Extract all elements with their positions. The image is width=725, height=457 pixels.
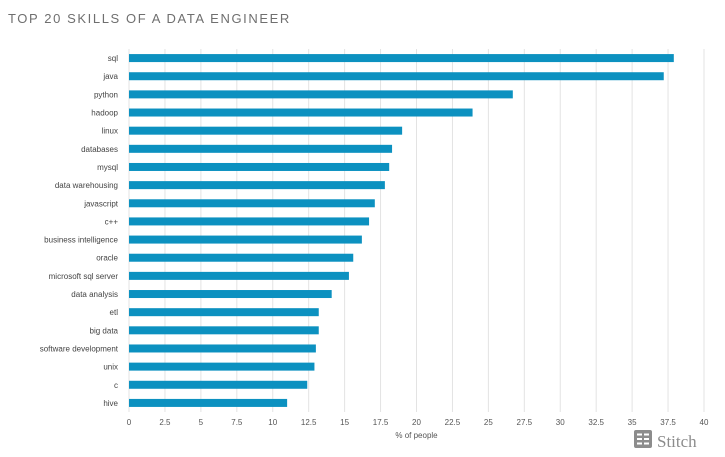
category-label: c++ [105,217,119,226]
x-tick-label: 12.5 [301,418,317,427]
category-label: javascript [83,199,119,208]
x-tick-label: 35 [628,418,637,427]
category-label: software development [40,344,119,353]
x-tick-label: 22.5 [445,418,461,427]
x-tick-label: 37.5 [660,418,676,427]
category-label: databases [81,145,118,154]
bar [129,235,362,244]
bar [129,144,393,153]
category-label: oracle [96,254,118,263]
x-tick-label: 27.5 [517,418,533,427]
category-label: data warehousing [55,181,118,190]
category-label: hadoop [91,109,118,118]
chart-title: TOP 20 SKILLS OF A DATA ENGINEER [8,11,291,26]
category-label: linux [102,127,118,136]
x-axis-label: % of people [395,431,438,440]
bar [129,290,332,299]
bar [129,271,349,280]
bar [129,90,513,99]
category-label: java [102,72,118,81]
bar [129,308,319,317]
stitch-logo-text: Stitch [657,431,697,451]
x-tick-label: 32.5 [588,418,604,427]
category-label: business intelligence [44,236,118,245]
category-label: data analysis [71,290,118,299]
category-label: etl [110,308,119,317]
bar [129,253,354,262]
x-tick-label: 10 [268,418,277,427]
category-label: mysql [97,163,118,172]
x-tick-label: 15 [340,418,349,427]
category-label: sql [108,54,118,63]
bar [129,398,288,407]
category-label: microsoft sql server [49,272,119,281]
bar [129,72,664,81]
x-tick-label: 25 [484,418,493,427]
bar [129,108,473,117]
category-label: big data [90,326,119,335]
bar [129,199,375,208]
bar [129,126,403,135]
bar [129,344,316,353]
x-tick-label: 2.5 [159,418,171,427]
category-label: c [114,381,118,390]
x-tick-label: 20 [412,418,421,427]
stitch-logo-icon [633,429,653,454]
bar [129,162,390,171]
x-tick-label: 0 [127,418,132,427]
x-tick-label: 7.5 [231,418,243,427]
bar [129,217,370,226]
bar [129,181,385,190]
stitch-brand: Stitch [633,429,697,454]
x-tick-label: 40 [700,418,709,427]
bar [129,326,319,335]
x-tick-label: 17.5 [373,418,389,427]
bar [129,54,674,63]
x-tick-label: 5 [199,418,204,427]
category-label: unix [103,363,118,372]
bar [129,380,308,389]
category-label: python [94,90,118,99]
category-label: hive [103,399,118,408]
bar [129,362,315,371]
x-tick-label: 30 [556,418,565,427]
